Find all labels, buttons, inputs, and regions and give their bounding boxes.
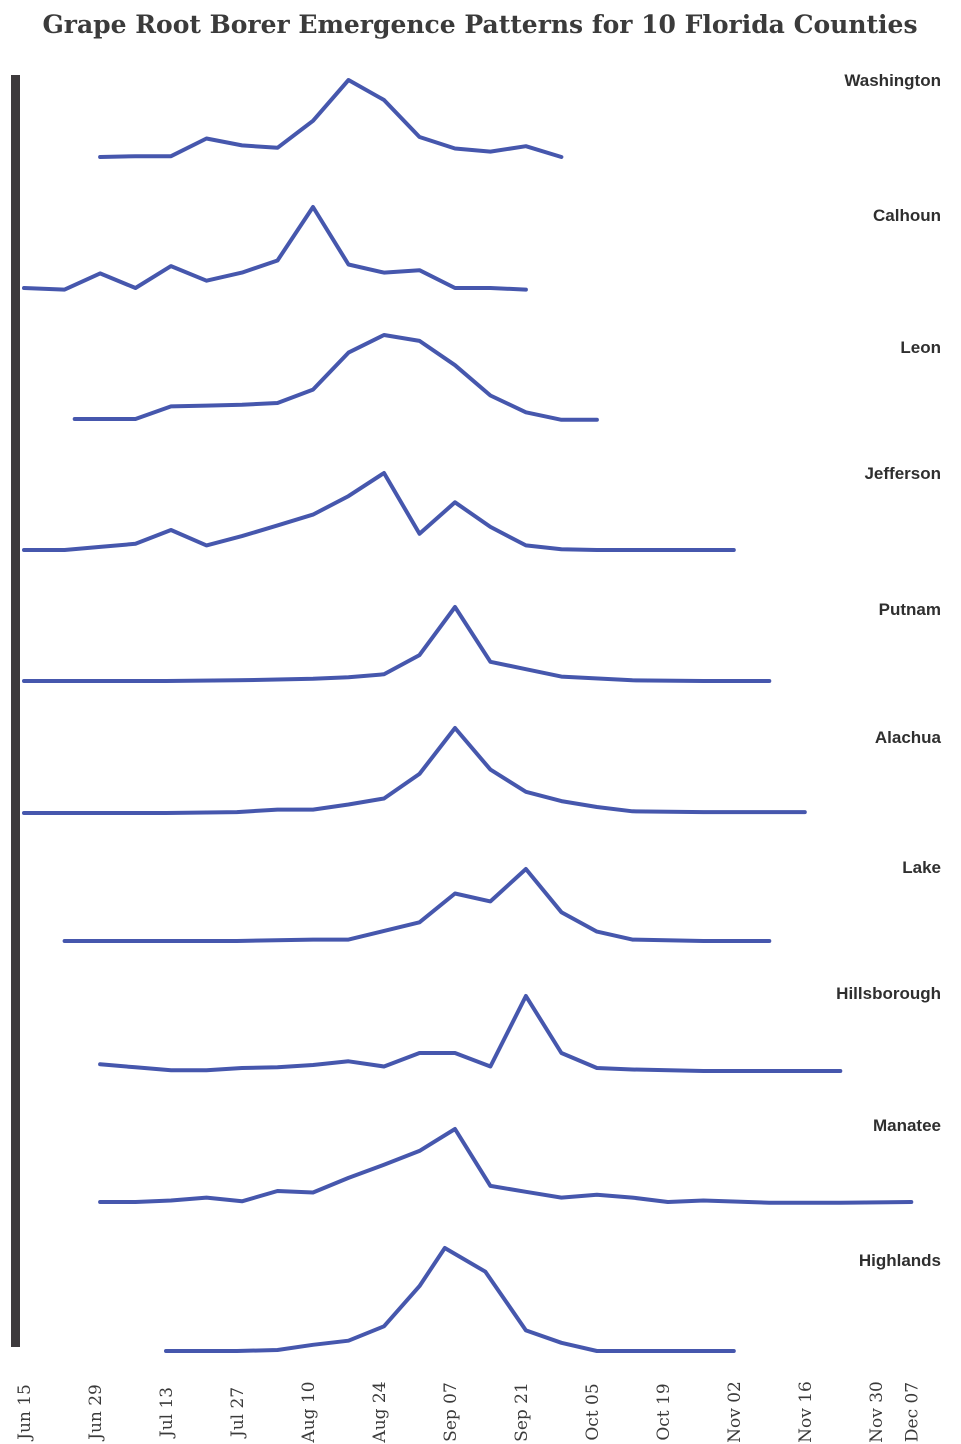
series-calhoun: Calhoun	[22, 205, 941, 292]
series-jefferson: Jefferson	[22, 464, 941, 552]
series-line	[22, 471, 736, 552]
series-line	[22, 605, 772, 683]
series-line	[98, 1127, 914, 1205]
x-tick-label: Aug 24	[370, 1381, 390, 1443]
series-line	[62, 867, 772, 943]
series-hillsborough: Hillsborough	[98, 984, 941, 1073]
series-line	[72, 333, 599, 422]
series-highlands: Highlands	[164, 1246, 941, 1353]
x-tick-label: Sep 21	[512, 1382, 532, 1442]
x-tick-label: Jun 29	[86, 1384, 106, 1442]
series-label: Jefferson	[864, 464, 941, 483]
series-putnam: Putnam	[22, 600, 941, 683]
series-label: Putnam	[879, 600, 941, 619]
x-tick-label: Oct 05	[583, 1383, 603, 1440]
x-tick-label: Nov 02	[725, 1381, 745, 1443]
series-line	[98, 78, 564, 159]
chart-title: Grape Root Borer Emergence Patterns for …	[42, 10, 917, 39]
x-axis: Jun 15 Jun 29 Jul 13 Jul 27 Aug 10 Aug 24 Sep …	[15, 1381, 922, 1443]
series-lake: Lake	[62, 858, 941, 943]
series-label: Alachua	[875, 728, 942, 747]
x-tick-label: Jun 15	[15, 1384, 35, 1442]
series-label: Highlands	[859, 1251, 941, 1270]
y-axis-bar	[11, 75, 20, 1347]
series-line	[22, 205, 528, 292]
series-manatee: Manatee	[98, 1116, 941, 1205]
x-tick-label: Nov 30	[867, 1381, 887, 1443]
series-label: Lake	[902, 858, 941, 877]
series-label: Manatee	[873, 1116, 941, 1135]
series-line	[98, 994, 843, 1073]
plot-area: Washington Calhoun Leon Jefferson Putnam Alac…	[22, 71, 942, 1353]
series-alachua: Alachua	[22, 726, 942, 815]
x-tick-label: Oct 19	[654, 1383, 674, 1440]
series-washington: Washington	[98, 71, 941, 159]
series-line	[164, 1246, 736, 1353]
series-label: Leon	[900, 338, 941, 357]
series-line	[22, 726, 807, 815]
x-tick-label: Sep 07	[441, 1382, 461, 1442]
x-tick-label: Dec 07	[902, 1382, 922, 1442]
x-tick-label: Jul 27	[228, 1387, 248, 1439]
series-label: Washington	[844, 71, 941, 90]
x-tick-label: Jul 13	[157, 1387, 177, 1439]
series-label: Calhoun	[873, 206, 941, 225]
series-leon: Leon	[72, 333, 941, 422]
x-tick-label: Nov 16	[796, 1381, 816, 1443]
series-label: Hillsborough	[836, 984, 941, 1003]
x-tick-label: Aug 10	[299, 1381, 319, 1443]
